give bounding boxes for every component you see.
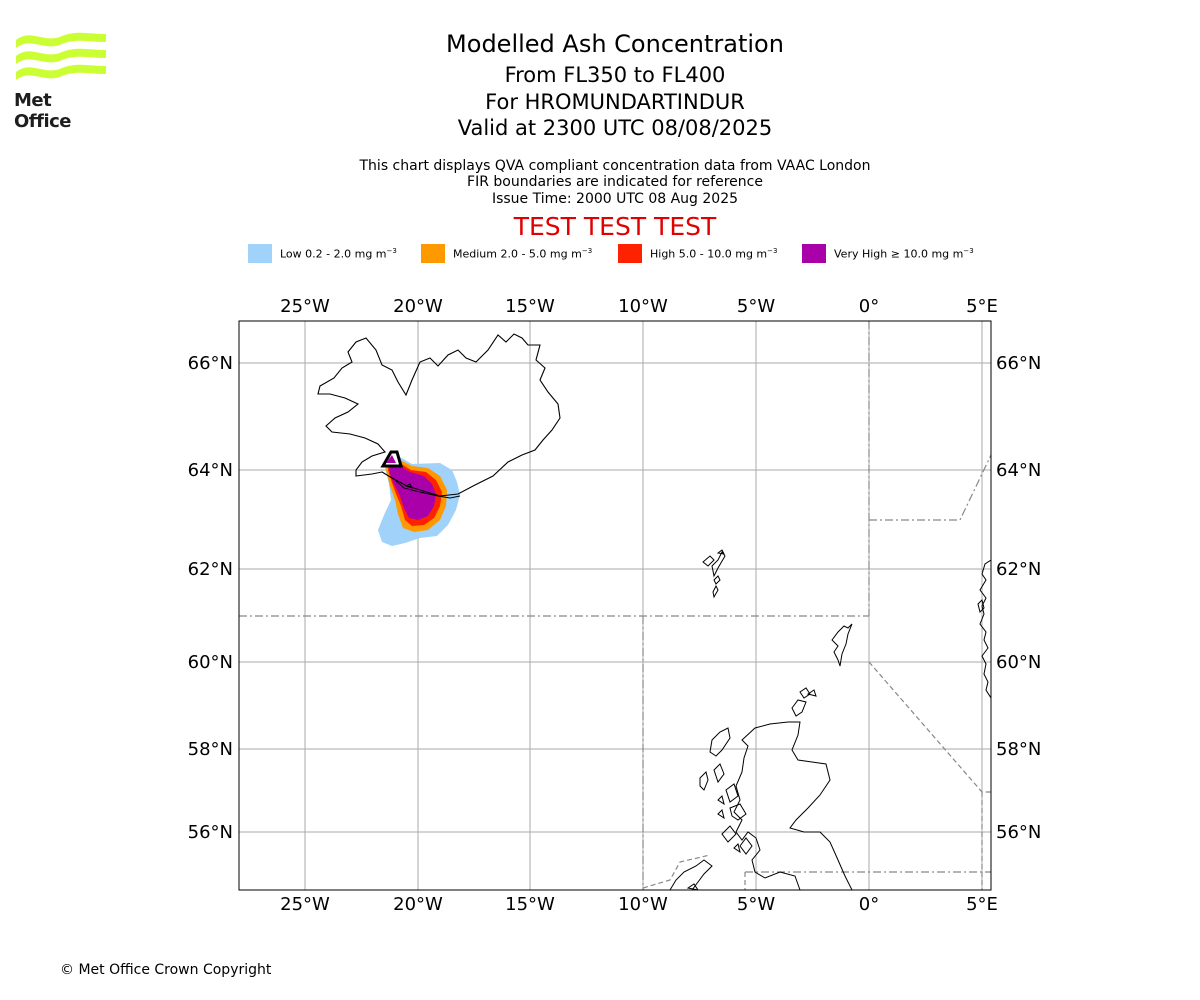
legend-label-high: High 5.0 - 10.0 mg m−3: [650, 246, 778, 261]
lat-label: 66°N: [996, 353, 1041, 374]
legend-swatch-medium: [421, 244, 445, 263]
norway-coastline: [979, 559, 991, 699]
lon-label: 0°: [859, 296, 879, 317]
orkney-islands: [791, 687, 817, 717]
lon-label: 0°: [859, 894, 879, 915]
iceland-interior-line: [394, 479, 461, 499]
lat-label: 62°N: [188, 559, 233, 580]
lon-label: 25°W: [280, 894, 330, 915]
valid-time: Valid at 2300 UTC 08/08/2025: [457, 116, 773, 140]
legend-item-high: High 5.0 - 10.0 mg m−3: [618, 244, 777, 263]
lon-labels-top: 25°W 20°W 15°W 10°W 5°W 0° 5°E: [280, 296, 998, 317]
lon-label: 5°E: [966, 894, 998, 915]
lon-label: 25°W: [280, 296, 330, 317]
lat-labels-right: 66°N 64°N 62°N 60°N 58°N 56°N: [996, 353, 1041, 843]
faroe-islands: [702, 549, 726, 599]
ireland-small-islands: [686, 883, 699, 890]
legend-item-medium: Medium 2.0 - 5.0 mg m−3: [421, 244, 592, 263]
subtitle-line-2: FIR boundaries are indicated for referen…: [467, 174, 763, 190]
lon-label: 10°W: [618, 894, 668, 915]
legend-label-medium: Medium 2.0 - 5.0 mg m−3: [453, 246, 593, 261]
legend-label-low: Low 0.2 - 2.0 mg m−3: [280, 246, 397, 261]
legend-label-very-high: Very High ≥ 10.0 mg m−3: [834, 246, 974, 261]
chart-title: Modelled Ash Concentration: [446, 30, 784, 58]
subtitle-line-1: This chart displays QVA compliant concen…: [359, 158, 871, 174]
lat-label: 60°N: [996, 652, 1041, 673]
lat-label: 60°N: [188, 652, 233, 673]
legend-swatch-very-high: [802, 244, 826, 263]
lat-label: 58°N: [188, 739, 233, 760]
lon-label: 20°W: [393, 296, 443, 317]
lon-label: 5°E: [966, 296, 998, 317]
lon-label: 15°W: [505, 894, 555, 915]
map-frame: [238, 320, 992, 891]
legend-item-low: Low 0.2 - 2.0 mg m−3: [248, 244, 397, 263]
westman-islands: [404, 483, 413, 489]
lon-label: 5°W: [737, 296, 775, 317]
lon-label: 20°W: [393, 894, 443, 915]
copyright-notice: © Met Office Crown Copyright: [60, 962, 272, 978]
shetland-islands: [831, 623, 853, 667]
issue-time: Issue Time: 2000 UTC 08 Aug 2025: [491, 191, 739, 207]
legend-swatch-high: [618, 244, 642, 263]
hebrides: [699, 727, 753, 855]
flight-level-range: From FL350 to FL400: [504, 63, 726, 87]
lat-label: 66°N: [188, 353, 233, 374]
lon-label: 15°W: [505, 296, 555, 317]
norway-island: [977, 599, 985, 613]
lat-labels-left: 66°N 64°N 62°N 60°N 58°N 56°N: [188, 353, 233, 843]
volcano-marker: [386, 455, 396, 463]
lat-label: 62°N: [996, 559, 1041, 580]
lat-label: 56°N: [996, 822, 1041, 843]
test-banner: TEST TEST TEST: [513, 212, 717, 241]
lon-labels-bottom: 25°W 20°W 15°W 10°W 5°W 0° 5°E: [280, 894, 998, 915]
graticule: [239, 321, 991, 890]
lat-label: 58°N: [996, 739, 1041, 760]
scotland-coastline: [733, 721, 853, 890]
met-office-wave-icon: [16, 32, 106, 80]
ash-plume: [378, 450, 460, 546]
logo-text: Met Office: [14, 90, 72, 132]
lon-label: 5°W: [737, 894, 775, 915]
volcano-name: For HROMUNDARTINDUR: [485, 90, 745, 114]
met-office-logo: Met Office: [14, 30, 109, 132]
fir-boundaries-dashed: [642, 661, 991, 890]
lat-label: 64°N: [188, 460, 233, 481]
legend-swatch-low: [248, 244, 272, 263]
lat-label: 56°N: [188, 822, 233, 843]
lon-label: 10°W: [618, 296, 668, 317]
lat-label: 64°N: [996, 460, 1041, 481]
fir-boundaries: [239, 321, 991, 890]
legend-item-very-high: Very High ≥ 10.0 mg m−3: [802, 244, 974, 263]
map-content: [239, 321, 991, 890]
iceland-coastline: [317, 333, 561, 497]
ash-very-high: [389, 465, 436, 520]
